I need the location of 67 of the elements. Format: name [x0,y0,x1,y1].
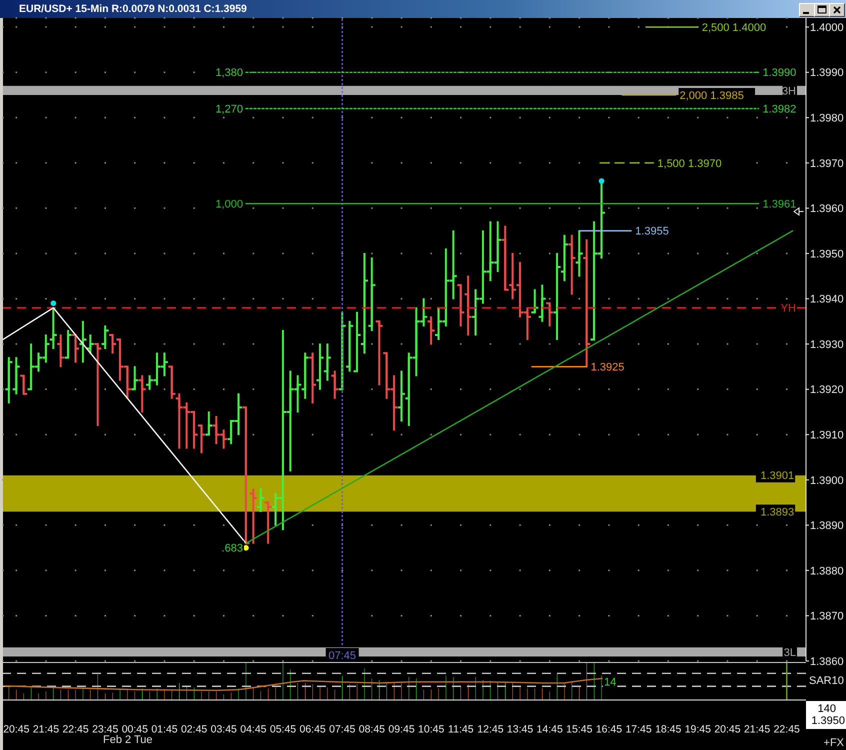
x-tick-label: 22:45 [62,723,89,736]
series-label: 1.3982 [762,103,796,116]
x-tick-label: 22:45 [774,723,800,736]
x-tick-label: 20:45 [3,723,30,736]
y-tick-label: 1.3990 [810,67,844,80]
annotation: 1,380 [215,67,243,80]
y-tick-label: 1.3940 [810,294,844,306]
band-label: 3H [782,85,796,98]
x-tick-label: 16:45 [596,723,622,736]
series-label: 2,500 1.4000 [702,22,766,34]
series-label: 1.3955 [635,226,669,238]
x-tick-label: 21:45 [32,723,60,736]
x-tick-label: 05:45 [270,723,296,736]
ref-line-label: YH [780,302,796,315]
band-label: 3L [784,646,796,659]
annotation: .683 [222,542,243,555]
x-tick-label: 20:45 [714,723,741,736]
text: +FX [824,737,844,749]
series-label: 1,500 1.3970 [657,158,722,170]
annotation: 1,000 [215,198,243,211]
x-tick-label: 09:45 [388,723,415,736]
ref-line-label: 07:45 [328,650,356,662]
y-tick-label: 1.3960 [810,203,844,216]
x-tick-label: 00:45 [122,723,148,736]
series-label: 1.3925 [590,362,624,374]
x-tick-label: 10:45 [418,723,444,736]
y-tick-label: 1.3870 [810,610,844,623]
annotation: 14 [604,676,616,688]
x-tick-label: 21:45 [744,723,770,736]
annotation: 1.3901 [760,470,794,482]
annotation: 1.3893 [760,506,794,518]
x-tick-label: 04:45 [240,723,267,736]
y-tick-label: 1.3980 [810,112,844,125]
series-label: 2,000 1.3985 [680,90,744,102]
x-tick-label: 12:45 [477,723,504,736]
series-label: 1.3990 [762,67,796,80]
x-tick-label: 14:45 [536,723,563,736]
y-tick-label: 1.3930 [810,338,844,351]
x-tick-label: 01:45 [151,723,178,736]
y-tick-label: 1.3880 [810,565,844,578]
annotation: 1,270 [215,103,243,116]
x-tick-label: 03:45 [210,723,238,736]
x-tick-label: 15:45 [566,723,593,736]
y-tick-label: 1.3970 [810,158,844,170]
text: 140 [818,703,836,715]
text: Feb 2 Tue [103,734,153,746]
x-tick-label: 06:45 [300,723,326,736]
chart-title: EUR/USD+ 15-Min R:0.0079 N:0.0031 C:1.3959 [19,2,247,16]
y-tick-label: 1.3860 [810,656,844,668]
x-tick-label: 02:45 [180,723,208,736]
y-tick-label: 1.3920 [810,384,844,396]
y-tick-label: 1.3890 [810,520,844,532]
x-tick-label: 13:45 [506,723,534,736]
y-tick-label: 1.3950 [810,248,844,260]
x-tick-label: 11:45 [448,723,474,736]
y-tick-label: 1.4000 [810,22,844,34]
candlestick [20,374,28,396]
x-tick-label: 08:45 [358,723,386,736]
x-tick-label: 23:45 [92,723,119,736]
x-tick-label: 07:45 [329,723,356,736]
y-tick-label: 1.3900 [810,474,844,487]
y-tick-label: 1.3910 [810,429,844,442]
series-label: 1.3961 [762,198,796,211]
x-tick-label: 17:45 [625,723,652,736]
x-tick-label: 18:45 [655,723,682,736]
x-tick-label: 19:45 [684,723,712,736]
y-axis-title: SAR10 [809,675,844,687]
